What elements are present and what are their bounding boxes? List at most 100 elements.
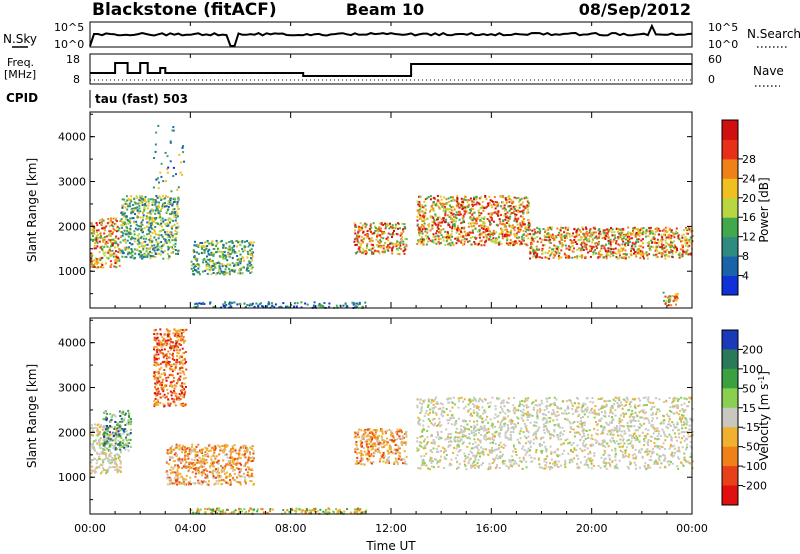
scatter-cell xyxy=(235,251,238,254)
scatter-cell xyxy=(660,255,663,258)
scatter-cell xyxy=(425,227,428,230)
scatter-cell xyxy=(181,448,184,451)
scatter-cell xyxy=(105,469,107,472)
scatter-cell xyxy=(371,239,374,242)
scatter-cell xyxy=(678,238,681,241)
scatter-cell xyxy=(656,229,659,232)
scatter-cell xyxy=(129,256,132,259)
scatter-cell xyxy=(222,251,225,253)
scatter-cell xyxy=(129,438,132,441)
scatter-cell xyxy=(305,511,307,514)
scatter-cell xyxy=(173,389,176,392)
scatter-cell xyxy=(211,509,214,512)
scatter-cell xyxy=(346,508,349,511)
scatter-cell xyxy=(382,223,385,226)
scatter-cell xyxy=(467,225,470,228)
scatter-cell xyxy=(667,296,670,299)
scatter-cell xyxy=(684,241,687,244)
scatter-cell xyxy=(205,247,208,250)
scatter-cell xyxy=(645,251,648,254)
scatter-cell xyxy=(164,396,167,399)
scatter-cell xyxy=(645,228,648,231)
scatter-cell xyxy=(99,430,101,433)
scatter-cell xyxy=(112,466,115,468)
scatter-cell xyxy=(176,203,179,206)
scatter-cell xyxy=(131,249,133,252)
scatter-cell xyxy=(670,304,673,307)
scatter-cell xyxy=(429,215,432,218)
scatter-cell xyxy=(225,445,228,448)
scatter-cell xyxy=(461,205,464,208)
scatter-cell xyxy=(273,306,276,308)
scatter-cell xyxy=(424,212,427,215)
scatter-cell xyxy=(574,241,577,243)
scatter-cell xyxy=(174,452,177,455)
scatter-cell xyxy=(509,205,512,207)
scatter-cell xyxy=(521,235,523,238)
scatter-cell xyxy=(232,457,235,460)
scatter-cell xyxy=(669,234,672,237)
scatter-cell xyxy=(478,236,481,239)
scatter-cell xyxy=(560,256,563,259)
scatter-cell xyxy=(204,481,207,483)
scatter-cell xyxy=(371,251,373,254)
scatter-cell xyxy=(354,244,357,246)
scatter-cell xyxy=(575,233,578,235)
scatter-cell xyxy=(380,222,383,225)
scatter-cell xyxy=(122,439,125,442)
scatter-cell xyxy=(122,445,125,448)
scatter-cell xyxy=(129,432,132,435)
scatter-cell xyxy=(435,242,438,245)
scatter-cell xyxy=(111,243,114,246)
scatter-cell xyxy=(525,196,528,199)
scatter-cell xyxy=(162,343,165,346)
scatter-cell xyxy=(201,459,204,462)
scatter-cell xyxy=(323,302,326,304)
scatter-cell xyxy=(248,304,251,307)
scatter-cell xyxy=(209,449,212,452)
scatter-cell xyxy=(176,361,179,364)
scatter-cell xyxy=(106,432,109,435)
scatter-cell xyxy=(560,226,563,229)
scatter-cell xyxy=(565,254,568,257)
scatter-cell xyxy=(112,255,115,258)
scatter-cell xyxy=(418,234,421,237)
scatter-cell xyxy=(176,372,179,375)
scatter-cell xyxy=(611,234,614,237)
scatter-cell xyxy=(536,256,539,258)
scatter-cell xyxy=(119,429,122,431)
scatter-cell xyxy=(252,482,255,485)
scatter-cell xyxy=(176,188,179,191)
scatter-cell xyxy=(293,302,296,305)
scatter-cell xyxy=(141,195,144,198)
scatter-cell xyxy=(615,228,618,230)
scatter-cell xyxy=(622,253,625,255)
scatter-cell xyxy=(624,253,627,255)
scatter-cell xyxy=(200,464,203,467)
scatter-cell xyxy=(92,235,94,237)
scatter-cell xyxy=(604,248,607,251)
scatter-cell xyxy=(158,195,161,198)
scatter-cell xyxy=(374,249,377,252)
scatter-cell xyxy=(604,243,607,246)
scatter-cell xyxy=(173,216,176,219)
scatter-cell xyxy=(366,235,369,238)
scatter-cell xyxy=(194,453,197,456)
scatter-cell xyxy=(357,303,360,306)
scatter-cell xyxy=(664,250,667,253)
scatter-cell xyxy=(365,250,367,253)
scatter-cell xyxy=(389,439,392,441)
scatter-cell xyxy=(155,353,158,356)
scatter-cell xyxy=(220,465,223,467)
scatter-cell xyxy=(178,342,181,345)
scatter-cell xyxy=(505,202,508,205)
scatter-cell xyxy=(200,252,203,255)
scatter-cell xyxy=(355,243,358,246)
scatter-cell xyxy=(547,228,550,231)
scatter-cell xyxy=(541,252,544,255)
scatter-cell xyxy=(201,462,204,464)
scatter-cell xyxy=(447,243,450,246)
scatter-cell xyxy=(233,263,236,266)
scatter-cell xyxy=(172,346,175,349)
scatter-cell xyxy=(427,224,429,227)
